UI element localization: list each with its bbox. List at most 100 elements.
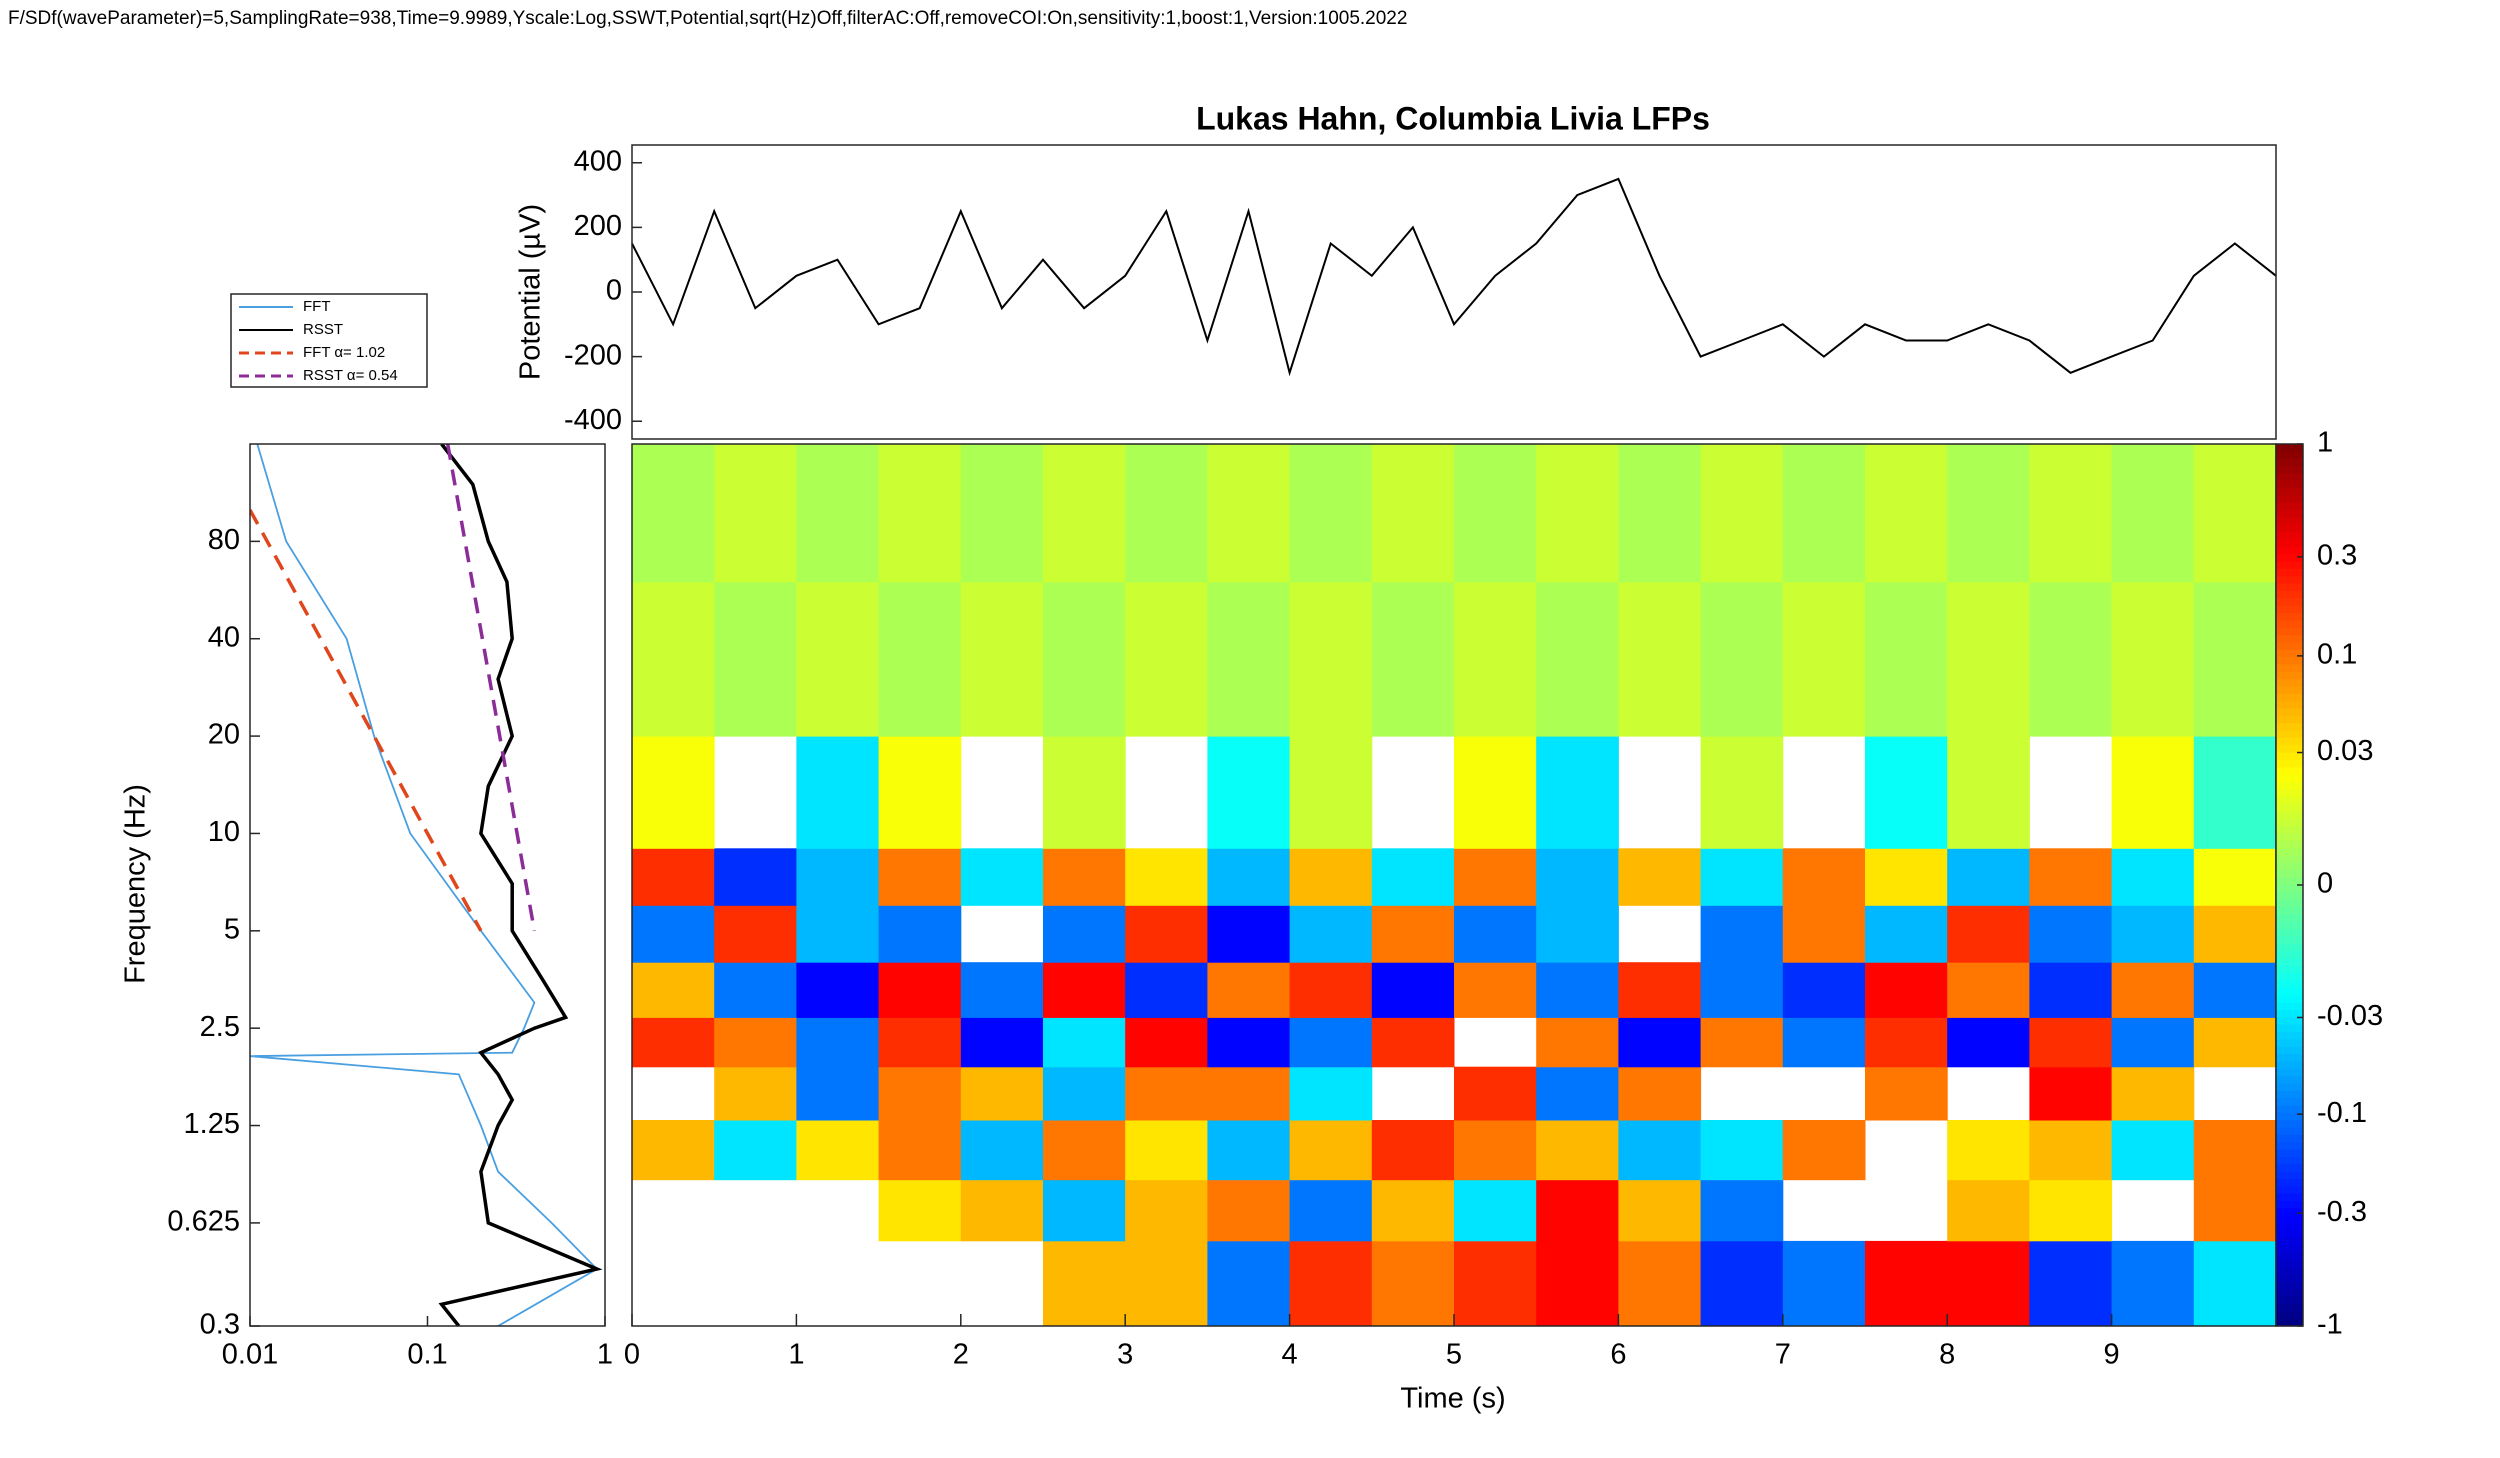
heatmap-cell: [960, 444, 1044, 583]
colorbar-step: [2276, 635, 2303, 643]
heatmap-cell: [1782, 962, 1866, 1018]
potential-trace: [631, 177, 2277, 377]
colorbar-step: [2276, 708, 2303, 717]
colorbar-step: [2276, 1164, 2303, 1173]
heatmap-cell: [1043, 1179, 1126, 1242]
colorbar-step: [2276, 480, 2303, 489]
colorbar-step: [2276, 804, 2303, 812]
colorbar-step: [2276, 502, 2303, 511]
heatmap-cell: [1207, 1179, 1291, 1242]
heatmap-cell: [1289, 1066, 1373, 1121]
heatmap-cell: [1207, 736, 1291, 849]
colorbar-step: [2276, 649, 2303, 658]
heatmap-cell: [2193, 905, 2277, 963]
colorbar-step: [2276, 811, 2303, 820]
heatmap-cell: [1125, 962, 1208, 1018]
heatmap-cell: [878, 962, 962, 1018]
heatmap-cell: [632, 962, 715, 1018]
colorbar-step: [2276, 591, 2303, 599]
colorbar-step: [2276, 723, 2303, 732]
x-tick-label: 1: [597, 1339, 613, 1371]
heatmap-cell: [878, 1120, 962, 1181]
heatmap-cell: [2029, 1179, 2113, 1242]
heatmap-cell: [878, 1179, 962, 1242]
heatmap-cell: [714, 905, 797, 963]
heatmap-cell: [1618, 1179, 1702, 1242]
heatmap-cell: [714, 1120, 797, 1181]
heatmap-cell: [1782, 444, 1866, 583]
heatmap-cell: [1700, 444, 1784, 583]
colorbar-step: [2276, 833, 2303, 842]
heatmap-cell: [2111, 905, 2195, 963]
heatmap-cell: [1125, 1066, 1208, 1121]
x-tick-label: 4: [1282, 1339, 1298, 1371]
heatmap-cell: [2111, 1120, 2195, 1181]
heatmap-cell: [1043, 905, 1126, 963]
legend-label: FFT α= 1.02: [303, 344, 385, 361]
heatmap-cell: [960, 1179, 1044, 1242]
colorbar-step: [2276, 1112, 2303, 1121]
heatmap-cell: [2029, 1240, 2113, 1327]
y-tick-label: 400: [574, 145, 622, 177]
colorbar-step: [2276, 1186, 2303, 1195]
heatmap-cell: [1700, 1240, 1784, 1327]
colorbar-step: [2276, 561, 2303, 570]
heatmap-cell: [1454, 1179, 1537, 1242]
colorbar-step: [2276, 473, 2303, 482]
heatmap-cell: [1371, 444, 1455, 583]
colorbar-step: [2276, 1039, 2303, 1048]
colorbar-step: [2276, 701, 2303, 710]
heatmap-cell: [632, 905, 715, 963]
heatmap-cell: [1289, 1017, 1373, 1068]
colorbar-step: [2276, 877, 2303, 886]
heatmap-cell: [1865, 905, 1948, 963]
heatmap-cell: [2193, 581, 2277, 737]
heatmap-cell: [1618, 962, 1702, 1018]
heatmap-cell: [1618, 1017, 1702, 1068]
heatmap-cell: [1618, 1120, 1702, 1181]
heatmap-cell: [1947, 1240, 2030, 1327]
heatmap-cell: [1947, 1017, 2030, 1068]
x-tick-label: 5: [1446, 1339, 1462, 1371]
heatmap-cell: [878, 905, 962, 963]
heatmap-cell: [796, 1066, 880, 1121]
heatmap-cell: [1782, 1120, 1866, 1181]
colorbar-step: [2276, 1193, 2303, 1202]
legend-label: FFT: [303, 298, 331, 315]
colorbar-step: [2276, 899, 2303, 908]
colorbar-step: [2276, 907, 2303, 915]
heatmap-cell: [1865, 444, 1948, 583]
colorbar-step: [2276, 1245, 2303, 1254]
heatmap-cell: [1454, 1066, 1537, 1121]
colorbar-step: [2276, 546, 2303, 555]
heatmap-cell: [1371, 1017, 1455, 1068]
heatmap-cell: [1618, 848, 1702, 906]
heatmap-cell: [1043, 1240, 1126, 1327]
spectrum-line: [250, 509, 483, 932]
heatmap-cell: [1289, 1120, 1373, 1181]
heatmap-cell: [1536, 905, 1619, 963]
heatmap-cell: [1865, 581, 1948, 737]
colorbar-step: [2276, 451, 2303, 460]
colorbar-step: [2276, 1010, 2303, 1018]
y-axis-label: Potential (µV): [515, 204, 547, 380]
colorbar-step: [2276, 1311, 2303, 1320]
heatmap-cell: [1371, 1240, 1455, 1327]
colorbar-step: [2276, 1171, 2303, 1180]
heatmap-cell: [1618, 581, 1702, 737]
heatmap-cell: [1947, 581, 2030, 737]
heatmap-cell: [2029, 1066, 2113, 1121]
heatmap-cell: [1536, 848, 1619, 906]
heatmap-cell: [878, 1066, 962, 1121]
y-tick-label: 0: [606, 275, 622, 307]
heatmap-cell: [1865, 1017, 1948, 1068]
colorbar-step: [2276, 826, 2303, 835]
colorbar-step: [2276, 583, 2303, 592]
colorbar-step: [2276, 1032, 2303, 1040]
x-tick-label: 8: [1939, 1339, 1955, 1371]
heatmap-cell: [2193, 736, 2277, 849]
heatmap-cell: [2193, 1179, 2277, 1242]
colorbar-step: [2276, 569, 2303, 577]
colorbar-step: [2276, 789, 2303, 798]
x-tick-label: 1: [788, 1339, 804, 1371]
